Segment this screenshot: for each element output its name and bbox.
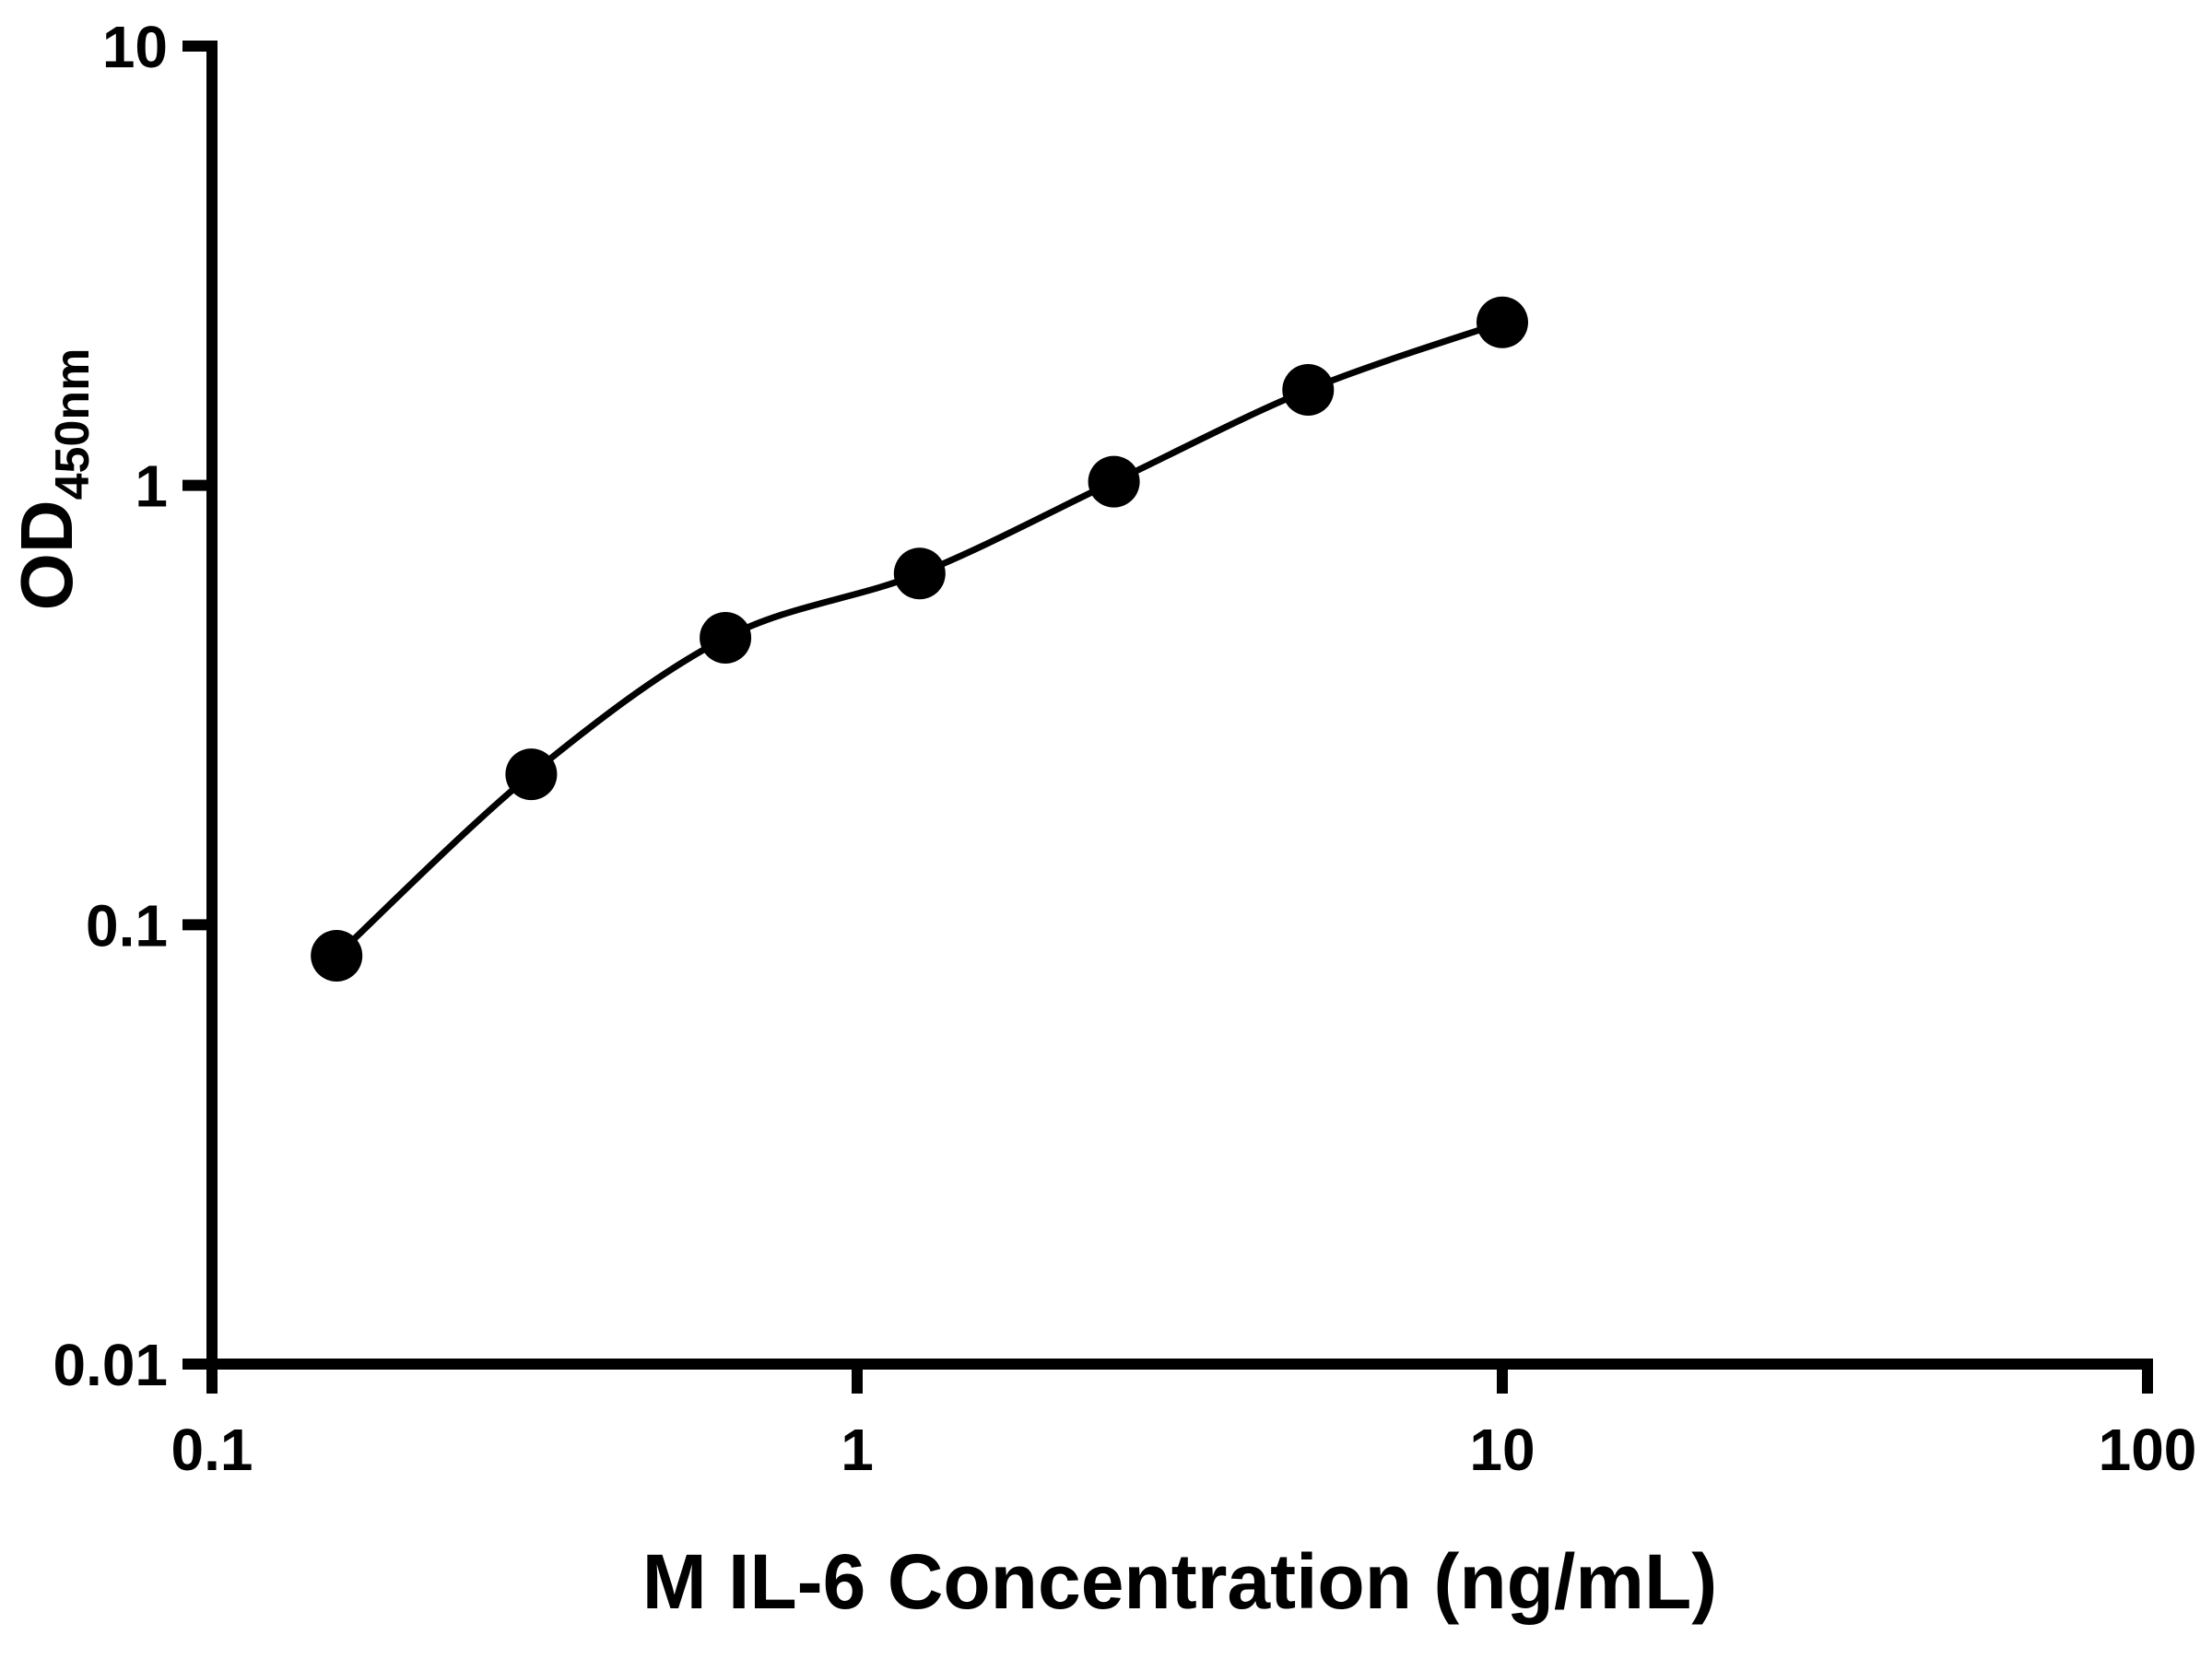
y-tick-label: 10 bbox=[102, 14, 168, 80]
x-tick-label: 1 bbox=[841, 1417, 874, 1483]
x-axis-label: M IL-6 Concentration (ng/mL) bbox=[642, 1538, 1718, 1625]
axis-ticks bbox=[182, 41, 2153, 1394]
data-point bbox=[311, 930, 363, 982]
fit-curve bbox=[334, 319, 1504, 959]
y-axis-label-sub: 450nm bbox=[46, 348, 100, 500]
x-tick-label: 0.1 bbox=[171, 1417, 253, 1483]
data-point bbox=[700, 612, 752, 664]
y-axis-label: OD450nm bbox=[6, 348, 100, 611]
data-point bbox=[505, 748, 558, 801]
x-tick-label: 100 bbox=[2099, 1417, 2197, 1483]
data-point bbox=[1477, 296, 1528, 348]
y-tick-label: 0.01 bbox=[53, 1332, 168, 1398]
data-point bbox=[1088, 455, 1140, 508]
y-tick-label: 1 bbox=[135, 453, 168, 520]
data-series bbox=[311, 296, 1528, 982]
data-point bbox=[893, 547, 946, 600]
y-axis-label-main: OD bbox=[6, 500, 88, 610]
x-tick-label: 10 bbox=[1469, 1417, 1535, 1483]
data-point bbox=[1282, 364, 1335, 416]
y-tick-label: 0.1 bbox=[86, 892, 168, 959]
axes bbox=[206, 41, 2153, 1370]
